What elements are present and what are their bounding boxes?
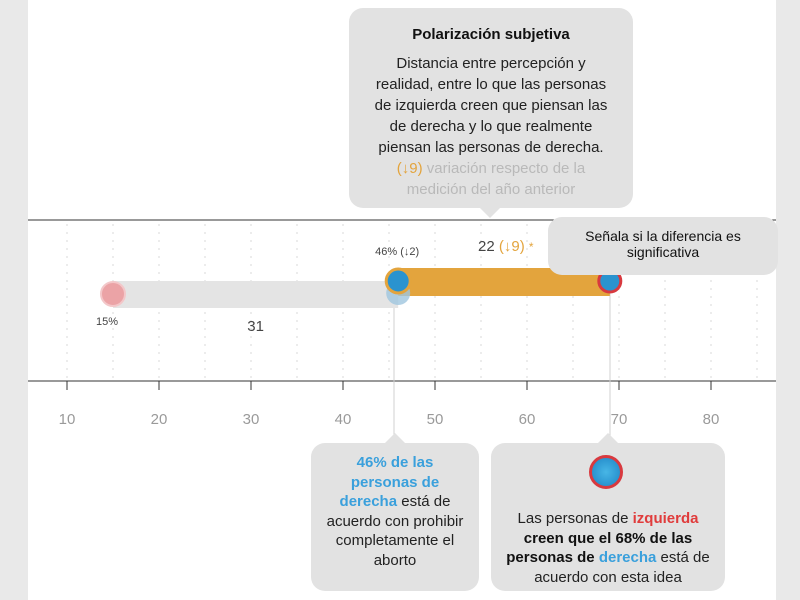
left-line1: 46% de las [356, 454, 434, 471]
note-change-indicator: (↓9) [396, 160, 423, 177]
x-tick-label: 70 [611, 411, 628, 428]
significance-tooltip: Señala si la diferencia es significativa [548, 217, 778, 275]
tooltip-note: (↓9) variación respecto de la medición d… [363, 158, 619, 200]
gray-gap-bar [113, 281, 399, 308]
tooltip-body-line: piensan las personas de derecha. [378, 139, 604, 156]
note-line2: medición del año anterior [406, 181, 576, 198]
x-tick-label: 20 [151, 411, 168, 428]
x-tick-label: 80 [703, 411, 720, 428]
x-tick-label: 60 [519, 411, 536, 428]
tooltip-arrow [385, 433, 405, 443]
left-explanation-tooltip: 46% de las personas de derecha está de a… [311, 433, 479, 591]
x-tick-label: 40 [335, 411, 352, 428]
x-tick-label: 10 [59, 411, 76, 428]
tooltip-body-line: de derecha y lo que realmente [389, 118, 593, 135]
right-line3b: derecha [598, 549, 657, 566]
right-line4: acuerdo con esta idea [534, 568, 682, 586]
significance-text: Señala si la diferencia es significativa [585, 228, 741, 260]
right-explanation-tooltip: Las personas de izquierda creen que el 6… [491, 433, 725, 591]
legend-dot-icon [589, 455, 623, 489]
left-line4: acuerdo con prohibir [326, 512, 464, 530]
left-line6: aborto [373, 551, 417, 569]
left-blue-value-label: 46% (↓2) [375, 246, 419, 258]
right-line1a: Las personas de [517, 510, 633, 527]
left-blue-dot [384, 267, 412, 295]
orange-gap-value-label: 22 (↓9) * [478, 238, 534, 255]
tooltip-arrow [598, 433, 618, 443]
right-line1b: izquierda [632, 510, 699, 527]
left-line2: personas de [350, 473, 440, 491]
left-red-value-label: 15% [96, 316, 118, 328]
tooltip-body-line: de izquierda creen que piensan las [374, 97, 608, 114]
tooltip-title: Polarización subjetiva [412, 26, 570, 43]
right-line2: creen que el 68% de las [523, 529, 693, 547]
left-line5: completamente el [335, 532, 455, 549]
left-red-dot [100, 281, 126, 307]
left-line3-rest: está de [397, 493, 451, 510]
tooltip-arrow [480, 208, 500, 218]
tooltip-body: Distancia entre percepción y realidad, e… [363, 53, 619, 158]
x-tick-label: 50 [427, 411, 444, 428]
polarization-tooltip: Polarización subjetiva Distancia entre p… [349, 8, 633, 218]
left-line3-highlight: derecha [339, 493, 398, 510]
gray-gap-value-label: 31 [247, 318, 264, 335]
tooltip-body-line: realidad, entre lo que las personas [375, 76, 607, 93]
right-line3a: personas de [506, 549, 599, 566]
right-line3c: está de [656, 549, 710, 566]
tooltip-body-line: Distancia entre percepción y [396, 55, 586, 72]
x-tick-label: 30 [243, 411, 260, 428]
note-text: variación respecto de la [422, 160, 586, 177]
